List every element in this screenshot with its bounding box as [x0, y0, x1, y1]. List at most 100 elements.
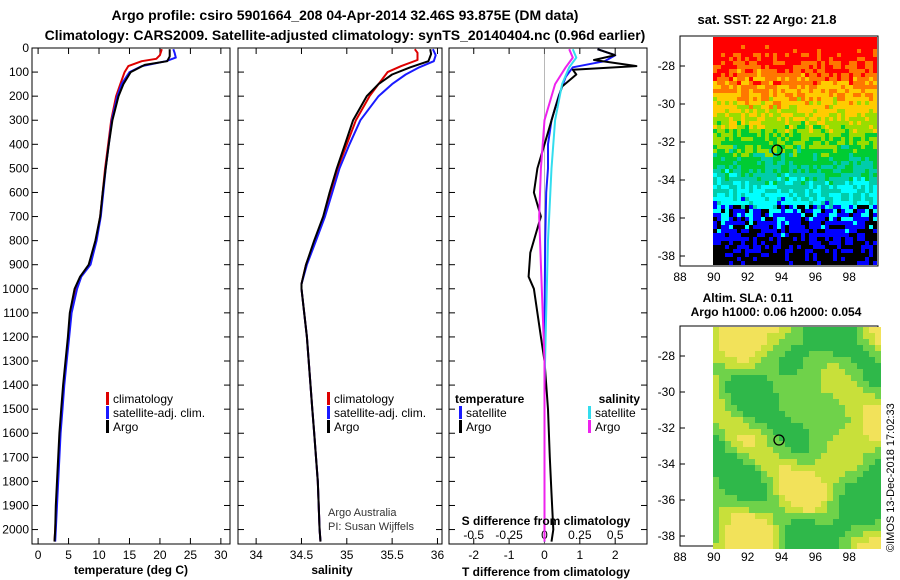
y-tick-label: 1900: [2, 498, 29, 512]
y-tick-label: 800: [9, 234, 29, 248]
series-line-satellite-adj-clim-: [300, 48, 437, 542]
legend-label-argo: Argo: [113, 420, 139, 434]
difference-xlabel-S: S difference from climatology: [462, 514, 631, 528]
y-tick-label: 0: [22, 41, 29, 55]
s-diff-tick-label: 0.25: [568, 528, 592, 542]
legend-label-s-argo: Argo: [595, 420, 621, 434]
legend-swatch-argo: [327, 420, 330, 433]
map-x-tick-label: 88: [673, 270, 687, 284]
x-tick-label: 15: [123, 548, 137, 562]
y-tick-label: 1500: [2, 402, 29, 416]
series-line-argo: [53, 49, 171, 542]
difference-plot-frame: [448, 47, 648, 545]
legend-swatch-climatology: [106, 392, 109, 405]
x-tick-label: 35: [340, 548, 354, 562]
temperature-xlabel: temperature (deg C): [74, 563, 188, 577]
sla-map-title2: Argo h1000: 0.06 h2000: 0.054: [691, 305, 862, 319]
x-tick-label: -1: [504, 548, 515, 562]
s-diff-tick-label: -0.5: [463, 528, 484, 542]
s-diff-tick-label: 0.5: [607, 528, 624, 542]
sst-map-title: sat. SST: 22 Argo: 21.8: [698, 12, 837, 27]
series-line-t-argo: [527, 48, 638, 542]
x-tick-label: 36: [431, 548, 445, 562]
temperature-legend: climatology satellite-adj. clim. Argo: [106, 392, 205, 434]
salinity-series: [300, 48, 437, 542]
legend-label-t-satellite: satellite: [466, 406, 507, 420]
temperature-panel: 0100200300400500600700800900100011001200…: [2, 41, 231, 577]
map-y-tick-label: -32: [658, 421, 676, 435]
temperature-series: [53, 48, 177, 542]
argo-position-marker: [773, 434, 785, 446]
y-tick-label: 1000: [2, 282, 29, 296]
sla-map-title1: Altim. SLA: 0.11: [703, 291, 794, 305]
y-tick-label: 400: [9, 137, 29, 151]
legend-swatch-s-argo: [588, 420, 591, 433]
series-line-climatology: [53, 48, 163, 542]
y-tick-label: 500: [9, 161, 29, 175]
difference-legend: temperature satellite Argo salinity sate…: [455, 392, 640, 434]
difference-series: [527, 48, 638, 542]
x-tick-label: 35.5: [380, 548, 404, 562]
legend-label-satellite-adj: satellite-adj. clim.: [113, 406, 205, 420]
y-tick-label: 1100: [3, 306, 29, 320]
series-line-s-satellite: [543, 48, 578, 542]
map-y-tick-label: -36: [658, 211, 676, 225]
imos-credit: ©IMOS 13-Dec-2018 17:02:33: [885, 403, 897, 552]
credit-pi: PI: Susan Wijffels: [328, 521, 414, 533]
map-x-tick-label: 94: [775, 270, 789, 284]
legend-label-t-argo: Argo: [466, 420, 492, 434]
legend-label-argo: Argo: [334, 420, 360, 434]
argo-position-marker: [771, 144, 783, 156]
figure-title-line2: Climatology: CARS2009. Satellite-adjuste…: [45, 27, 646, 43]
temperature-ticks: 0100200300400500600700800900100011001200…: [2, 41, 230, 562]
salinity-legend: climatology satellite-adj. clim. Argo: [327, 392, 426, 434]
map-x-tick-label: 96: [809, 270, 823, 284]
legend-label-climatology: climatology: [334, 392, 394, 406]
map-y-tick-label: -34: [658, 173, 676, 187]
legend-swatch-t-argo: [459, 420, 462, 433]
map-x-tick-label: 92: [741, 550, 755, 564]
map-x-tick-label: 94: [775, 550, 789, 564]
legend-swatch-satellite-adj: [327, 406, 330, 419]
x-tick-label: 20: [153, 548, 167, 562]
series-line-s-argo: [538, 48, 574, 542]
x-tick-label: 0: [35, 548, 42, 562]
y-tick-label: 100: [9, 65, 29, 79]
y-tick-label: 600: [9, 185, 29, 199]
y-tick-label: 1400: [2, 378, 29, 392]
salinity-panel: 34 34.5 35 35.5 36 salinity climatology sate…: [237, 47, 445, 577]
x-tick-label: 30: [214, 548, 228, 562]
difference-ticks: -2 -1 0 1 2-0.5 -0.25 0 0.25 0.5: [449, 47, 647, 562]
map-y-tick-label: -30: [658, 385, 676, 399]
x-tick-label: 2: [612, 548, 619, 562]
map-x-tick-label: 92: [741, 270, 755, 284]
salinity-ticks: 34 34.5 35 35.5 36: [238, 47, 445, 562]
legend-swatch-climatology: [327, 392, 330, 405]
sst-map-ticks: 88 90 92 94 96 98 -28 -30 -32 -34 -36 -38: [658, 59, 857, 284]
map-y-tick-label: -28: [658, 349, 676, 363]
y-tick-label: 1200: [2, 330, 29, 344]
map-x-tick-label: 90: [707, 270, 721, 284]
map-x-tick-label: 88: [673, 550, 687, 564]
legend-swatch-s-satellite: [588, 406, 591, 419]
map-y-tick-label: -34: [658, 457, 676, 471]
difference-panel: -2 -1 0 1 2-0.5 -0.25 0 0.25 0.5 T difference fr…: [448, 47, 648, 579]
x-tick-label: 34: [249, 548, 263, 562]
map-x-tick-label: 96: [809, 550, 823, 564]
y-tick-label: 900: [9, 258, 29, 272]
s-diff-tick-label: -0.25: [495, 528, 523, 542]
y-tick-label: 200: [9, 89, 29, 103]
salinity-plot-frame: [237, 47, 443, 545]
map-y-tick-label: -36: [658, 493, 676, 507]
x-tick-label: 10: [92, 548, 106, 562]
series-line-argo: [300, 49, 433, 542]
credit-argo-australia: Argo Australia: [328, 507, 397, 519]
legend-label-s-satellite: satellite: [595, 406, 636, 420]
sst-map-raster: [713, 37, 877, 265]
y-tick-label: 700: [9, 210, 29, 224]
map-y-tick-label: -28: [658, 59, 676, 73]
sla-map-ticks: 88 90 92 94 96 98 -28 -30 -32 -34 -36 -38: [658, 349, 857, 564]
temperature-plot-frame: [31, 47, 231, 545]
y-tick-label: 300: [9, 113, 29, 127]
figure-title-line1: Argo profile: csiro 5901664_208 04-Apr-2…: [112, 7, 579, 23]
